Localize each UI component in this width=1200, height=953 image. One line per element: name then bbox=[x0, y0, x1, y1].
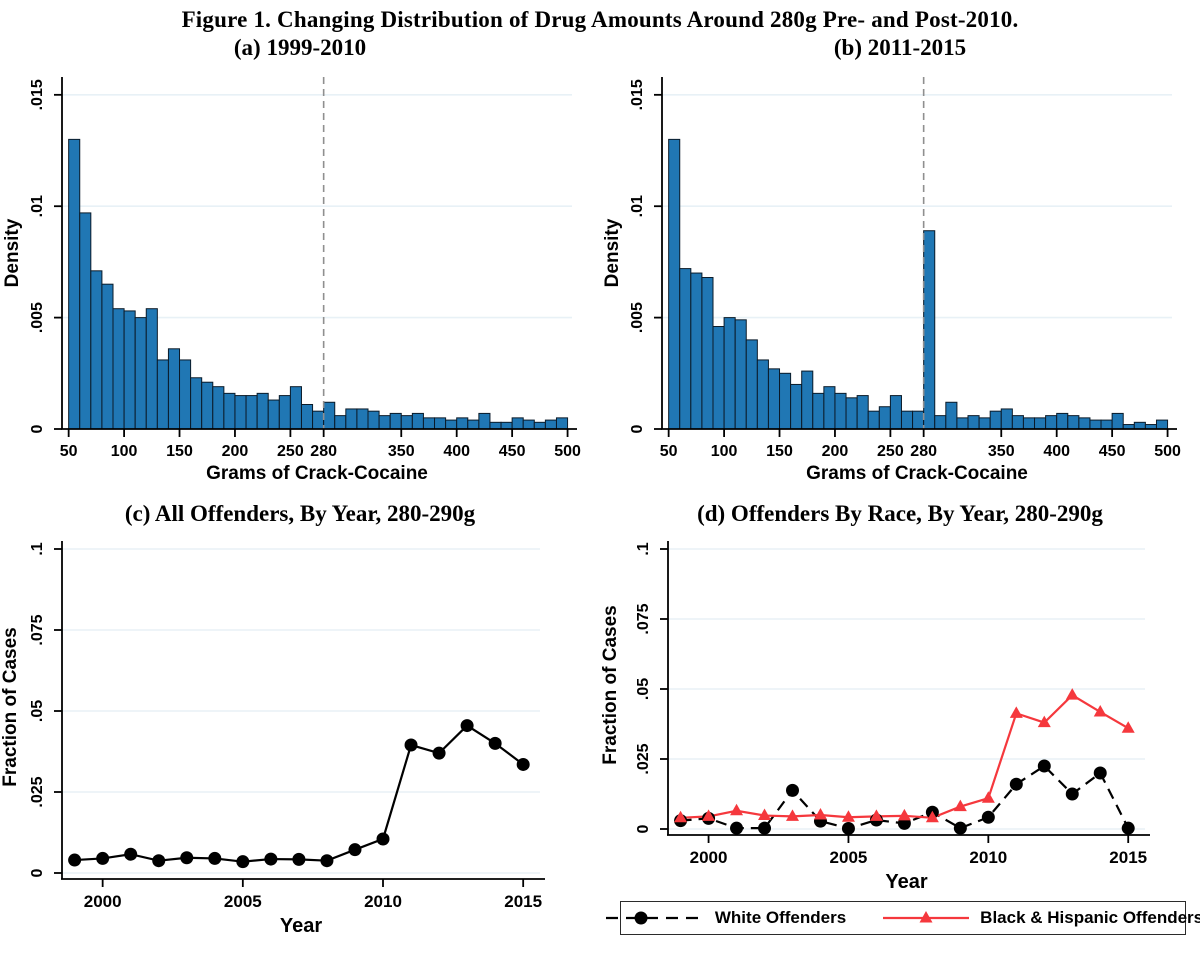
black-hispanic-offenders-line-icon bbox=[883, 911, 970, 923]
svg-text:.025: .025 bbox=[29, 776, 46, 807]
legend-item-black-hispanic-offenders: Black & Hispanic Offenders bbox=[880, 908, 1200, 928]
legend-label-white-offenders: White Offenders bbox=[714, 908, 847, 927]
svg-text:0: 0 bbox=[29, 424, 46, 433]
svg-text:Density: Density bbox=[602, 218, 623, 287]
panel-a-title: (a) 1999-2010 bbox=[233, 35, 367, 60]
svg-text:450: 450 bbox=[499, 443, 526, 460]
panel-c-chart: 0 .025 .05 .075 .1 2000 2005 2010 2015 Year Fracti… bbox=[0, 541, 545, 937]
svg-text:.05: .05 bbox=[29, 700, 46, 722]
svg-text:0: 0 bbox=[635, 824, 652, 833]
svg-text:280: 280 bbox=[310, 443, 337, 460]
legend-item-white-offenders: White Offenders bbox=[603, 908, 846, 928]
svg-text:.05: .05 bbox=[635, 678, 652, 700]
svg-text:2000: 2000 bbox=[84, 892, 122, 911]
svg-text:100: 100 bbox=[111, 443, 138, 460]
panel-d-chart: 0 .025 .05 .075 .1 2000 2005 2010 2015 Year Fracti… bbox=[600, 541, 1150, 893]
svg-text:450: 450 bbox=[1099, 443, 1126, 460]
svg-text:Density: Density bbox=[2, 218, 23, 287]
svg-text:2010: 2010 bbox=[364, 892, 402, 911]
svg-text:.015: .015 bbox=[629, 79, 646, 110]
svg-text:2005: 2005 bbox=[224, 892, 262, 911]
svg-text:350: 350 bbox=[988, 443, 1015, 460]
svg-text:50: 50 bbox=[60, 443, 78, 460]
svg-text:.1: .1 bbox=[29, 542, 46, 555]
panel-b: (b) 2011-2015 0 .005 .01 .015 50 100 150 200 250… bbox=[600, 33, 1200, 483]
svg-text:2015: 2015 bbox=[1109, 848, 1147, 867]
panel-c: (c) All Offenders, By Year, 280-290g 0 .0… bbox=[0, 483, 600, 941]
figure-title: Figure 1. Changing Distribution of Drug … bbox=[181, 7, 1019, 32]
svg-text:.015: .015 bbox=[29, 79, 46, 110]
svg-text:250: 250 bbox=[877, 443, 904, 460]
svg-text:.1: .1 bbox=[635, 542, 652, 555]
svg-text:Year: Year bbox=[885, 871, 927, 893]
svg-text:Grams of Crack-Cocaine: Grams of Crack-Cocaine bbox=[206, 463, 428, 483]
panel-d: (d) Offenders By Race, By Year, 280-290g… bbox=[600, 483, 1200, 941]
panel-a: (a) 1999-2010 0 .005 .01 .015 50 100 150 200 250… bbox=[0, 33, 600, 483]
svg-text:2005: 2005 bbox=[830, 848, 868, 867]
svg-text:.025: .025 bbox=[635, 743, 652, 774]
panel-b-chart: 0 .005 .01 .015 50 100 150 200 250 280 350 400 450 50… bbox=[602, 77, 1181, 483]
svg-text:250: 250 bbox=[277, 443, 304, 460]
svg-text:150: 150 bbox=[766, 443, 793, 460]
svg-text:200: 200 bbox=[822, 443, 849, 460]
panel-c-title: (c) All Offenders, By Year, 280-290g bbox=[124, 501, 476, 526]
svg-text:.01: .01 bbox=[629, 195, 646, 217]
svg-text:100: 100 bbox=[711, 443, 738, 460]
svg-text:500: 500 bbox=[1154, 443, 1181, 460]
panel-d-title: (d) Offenders By Race, By Year, 280-290g bbox=[697, 501, 1103, 526]
svg-text:Fraction of Cases: Fraction of Cases bbox=[0, 627, 21, 786]
svg-text:2000: 2000 bbox=[690, 848, 728, 867]
svg-text:150: 150 bbox=[166, 443, 193, 460]
svg-text:.075: .075 bbox=[29, 614, 46, 645]
figure-grid: (a) 1999-2010 0 .005 .01 .015 50 100 150 200 250… bbox=[0, 33, 1200, 941]
svg-text:0: 0 bbox=[29, 868, 46, 877]
svg-text:.01: .01 bbox=[29, 195, 46, 217]
svg-text:200: 200 bbox=[222, 443, 249, 460]
svg-text:Fraction of Cases: Fraction of Cases bbox=[600, 605, 621, 764]
svg-text:500: 500 bbox=[554, 443, 581, 460]
svg-text:400: 400 bbox=[443, 443, 470, 460]
svg-text:50: 50 bbox=[660, 443, 678, 460]
legend-label-black-hispanic-offenders: Black & Hispanic Offenders bbox=[980, 908, 1200, 927]
legend-box: White Offenders Black & Hispanic Offende… bbox=[605, 901, 1200, 935]
svg-text:Year: Year bbox=[280, 915, 322, 937]
svg-text:Grams of Crack-Cocaine: Grams of Crack-Cocaine bbox=[806, 463, 1028, 483]
svg-text:350: 350 bbox=[388, 443, 415, 460]
panel-b-title: (b) 2011-2015 bbox=[833, 35, 967, 60]
white-offenders-line-icon bbox=[605, 911, 704, 925]
panel-a-chart: 0 .005 .01 .015 50 100 150 200 250 280 350 400 450 50… bbox=[2, 77, 581, 483]
svg-text:2010: 2010 bbox=[969, 848, 1007, 867]
svg-text:.005: .005 bbox=[29, 302, 46, 333]
svg-text:.005: .005 bbox=[629, 302, 646, 333]
svg-text:.075: .075 bbox=[635, 603, 652, 634]
svg-text:400: 400 bbox=[1043, 443, 1070, 460]
svg-text:0: 0 bbox=[629, 424, 646, 433]
svg-text:2015: 2015 bbox=[504, 892, 542, 911]
svg-text:280: 280 bbox=[910, 443, 937, 460]
